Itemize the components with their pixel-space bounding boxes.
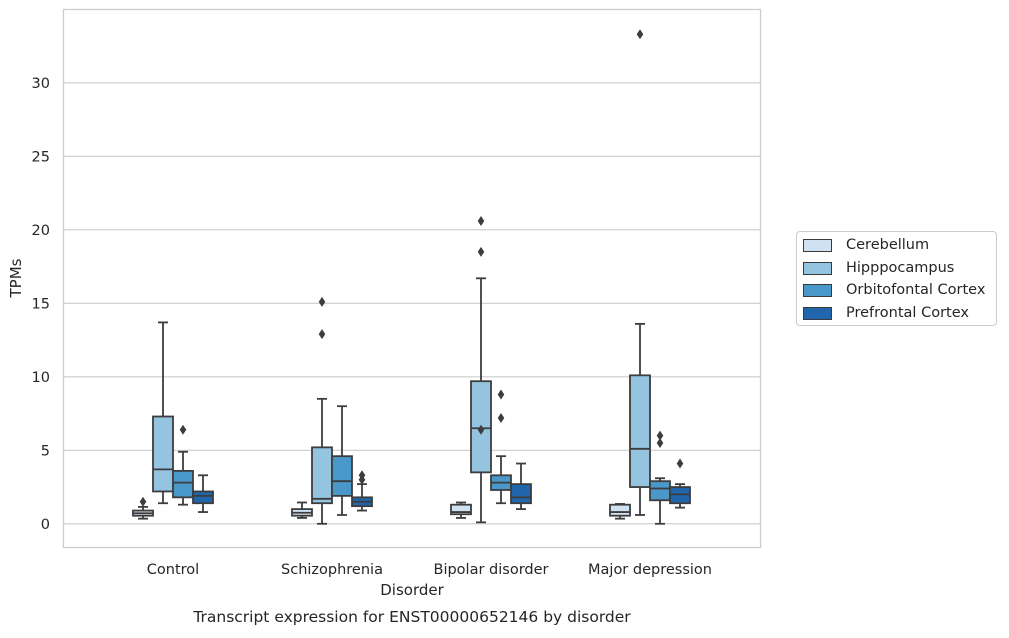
y-tick-label: 10 bbox=[32, 370, 50, 386]
legend-item-hippocampus: Hipppocampus bbox=[803, 258, 954, 278]
legend-swatch-hippocampus bbox=[803, 261, 832, 275]
box-group bbox=[609, 503, 631, 520]
box-group bbox=[490, 389, 512, 505]
box-group bbox=[152, 321, 174, 505]
outlier-point bbox=[477, 215, 485, 226]
legend-item-orbitofrontal: Orbitofontal Cortex bbox=[803, 280, 985, 300]
box-group bbox=[291, 501, 313, 519]
box-group bbox=[510, 462, 532, 511]
chart-caption: Transcript expression for ENST0000065214… bbox=[192, 608, 631, 626]
box-group bbox=[629, 29, 651, 516]
box-group bbox=[450, 501, 472, 519]
legend: Cerebellum Hipppocampus Orbitofontal Cor… bbox=[796, 231, 997, 326]
box-group bbox=[132, 496, 154, 520]
legend-item-prefrontal: Prefrontal Cortex bbox=[803, 303, 969, 323]
outlier-point bbox=[318, 329, 326, 340]
y-axis-label: TPMs bbox=[7, 258, 25, 298]
x-tick-label: Major depression bbox=[588, 562, 712, 578]
box bbox=[649, 480, 671, 502]
box-group bbox=[351, 470, 373, 512]
box bbox=[609, 503, 631, 517]
box-group bbox=[470, 215, 492, 524]
box-group bbox=[311, 296, 333, 525]
box-plots bbox=[132, 29, 691, 525]
box bbox=[192, 490, 214, 505]
legend-label-cerebellum: Cerebellum bbox=[846, 237, 930, 253]
x-tick-label: Schizophrenia bbox=[281, 562, 383, 578]
y-tick-label: 15 bbox=[32, 296, 50, 312]
legend-swatch-cerebellum bbox=[803, 238, 832, 252]
legend-swatch-prefrontal bbox=[803, 306, 832, 320]
outlier-point bbox=[358, 470, 366, 481]
outlier-point bbox=[656, 430, 664, 441]
legend-label-hippocampus: Hipppocampus bbox=[846, 260, 955, 276]
box bbox=[510, 483, 532, 505]
y-tick-label: 20 bbox=[32, 223, 50, 239]
box bbox=[311, 446, 333, 505]
outlier-point bbox=[636, 29, 644, 40]
outlier-point bbox=[477, 424, 485, 435]
box bbox=[331, 455, 353, 497]
y-tick-label: 30 bbox=[32, 76, 50, 92]
outlier-point bbox=[318, 296, 326, 307]
box-group bbox=[331, 405, 353, 516]
outlier-point bbox=[139, 496, 147, 507]
outlier-point bbox=[497, 412, 505, 423]
box bbox=[629, 374, 651, 488]
box-group bbox=[649, 430, 671, 525]
box bbox=[172, 469, 194, 499]
x-tick-label: Bipolar disorder bbox=[434, 562, 549, 578]
legend-swatch-orbitofrontal bbox=[803, 283, 832, 297]
box-group bbox=[669, 458, 691, 509]
box-group bbox=[192, 474, 214, 513]
x-tick-label: Control bbox=[147, 562, 199, 578]
y-tick-label: 25 bbox=[32, 149, 50, 165]
box-group bbox=[172, 424, 194, 506]
y-tick-labels: 0 5 10 15 20 25 30 bbox=[32, 76, 50, 533]
outlier-point bbox=[179, 424, 187, 435]
outlier-point bbox=[656, 437, 664, 448]
outlier-point bbox=[497, 389, 505, 400]
outlier-point bbox=[676, 458, 684, 469]
x-tick-labels: Control Schizophrenia Bipolar disorder Majo… bbox=[147, 562, 712, 578]
y-tick-label: 0 bbox=[41, 517, 50, 533]
box bbox=[450, 503, 472, 516]
outlier-point bbox=[477, 246, 485, 257]
legend-item-cerebellum: Cerebellum bbox=[803, 235, 929, 255]
y-tick-label: 5 bbox=[41, 443, 50, 459]
legend-label-prefrontal: Prefrontal Cortex bbox=[846, 305, 969, 321]
box bbox=[152, 415, 174, 493]
x-axis-label: Disorder bbox=[380, 581, 444, 599]
legend-label-orbitofrontal: Orbitofontal Cortex bbox=[846, 282, 986, 298]
